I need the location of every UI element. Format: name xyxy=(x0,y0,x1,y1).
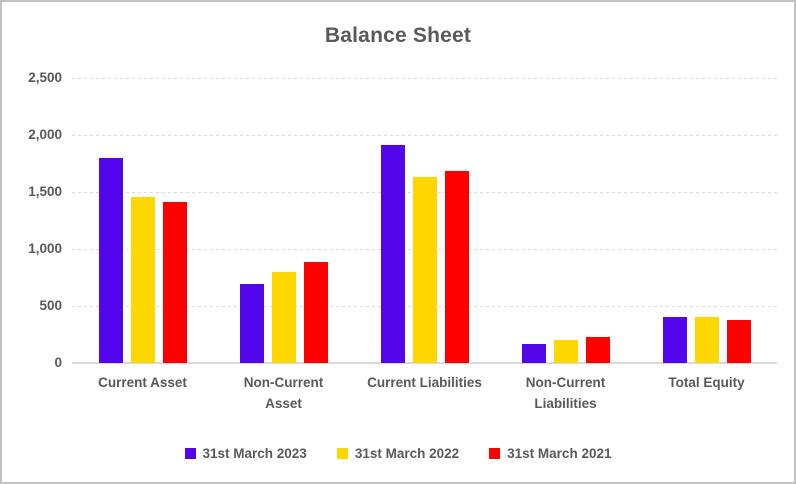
bar xyxy=(412,177,437,363)
bar-group xyxy=(495,78,636,363)
bar-group xyxy=(213,78,354,363)
bar xyxy=(303,262,328,363)
x-axis-label-line: Non-Current xyxy=(243,375,324,390)
x-axis-label: Non-Current Liabilities xyxy=(495,372,636,414)
legend-item: 31st March 2023 xyxy=(184,446,307,461)
x-axis-label: Current Liabilities xyxy=(354,372,495,414)
bar xyxy=(521,344,546,363)
bar xyxy=(271,272,296,363)
gridline xyxy=(72,135,777,136)
legend-item: 31st March 2021 xyxy=(489,446,611,461)
x-axis-line xyxy=(72,362,777,364)
bar-group xyxy=(72,78,213,363)
y-tick-label: 1,000 xyxy=(28,241,62,256)
bar xyxy=(130,197,155,363)
x-axis-label-line: Total Equity xyxy=(668,375,745,390)
legend-item: 31st March 2022 xyxy=(336,446,460,461)
bar xyxy=(380,144,405,363)
legend-color-swatch-icon xyxy=(336,448,348,459)
plot-area xyxy=(72,78,777,364)
x-axis: Current Asset Non-Current Asset Current Lia… xyxy=(72,372,777,414)
x-axis-label-line: Non-Current xyxy=(525,375,606,390)
x-axis-label-line: Current Asset xyxy=(98,375,187,390)
bar xyxy=(98,157,123,363)
y-tick-label: 2,500 xyxy=(28,70,62,85)
x-axis-label: Total Equity xyxy=(636,372,777,414)
x-axis-label: Current Asset xyxy=(72,372,213,414)
legend: 31st March 2023 31st March 2022 31st March… xyxy=(2,446,794,461)
legend-label: 31st March 2021 xyxy=(507,446,612,461)
bar xyxy=(662,317,687,363)
y-tick-label: 500 xyxy=(39,298,62,313)
legend-label: 31st March 2022 xyxy=(354,446,460,461)
bar xyxy=(553,339,578,363)
bar xyxy=(162,202,187,363)
y-axis: 0 500 1,000 1,500 2,000 2,500 xyxy=(2,70,62,370)
y-tick-label: 2,000 xyxy=(28,127,62,142)
x-axis-label: Non-Current Asset xyxy=(213,372,354,414)
bar xyxy=(239,283,264,363)
bar xyxy=(585,336,610,363)
chart-title: Balance Sheet xyxy=(324,24,472,47)
bar xyxy=(726,320,751,363)
x-axis-label-line: Current Liabilities xyxy=(367,375,482,390)
bar xyxy=(694,316,719,363)
bar-group xyxy=(354,78,495,363)
legend-label: 31st March 2023 xyxy=(202,446,307,461)
bar-group xyxy=(636,78,777,363)
bar-groups xyxy=(72,78,777,363)
y-tick-label: 0 xyxy=(54,355,62,370)
legend-color-swatch-icon xyxy=(184,448,196,459)
bar xyxy=(444,171,469,363)
x-axis-label-line: Liabilities xyxy=(534,396,597,411)
y-tick-label: 1,500 xyxy=(28,184,62,199)
x-axis-label-line: Asset xyxy=(265,396,302,411)
legend-color-swatch-icon xyxy=(489,448,501,459)
gridline xyxy=(72,78,777,79)
